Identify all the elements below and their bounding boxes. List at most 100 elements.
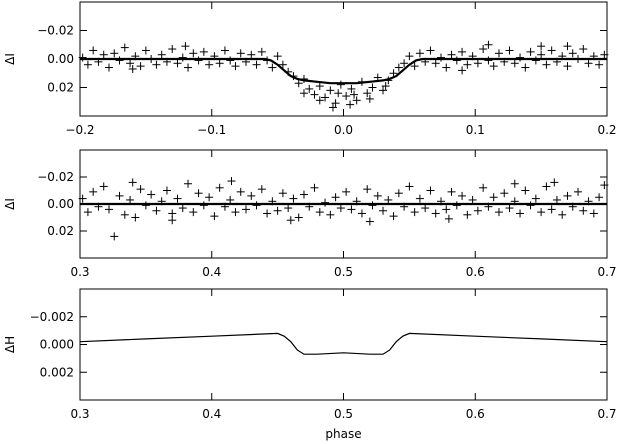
data-point xyxy=(600,50,609,59)
data-point xyxy=(210,212,219,221)
y-tick-label: −0.02 xyxy=(37,170,74,184)
data-point xyxy=(286,216,295,225)
data-point xyxy=(531,56,540,65)
y-tick-label: 0.002 xyxy=(40,365,74,379)
data-point xyxy=(537,50,546,59)
data-point xyxy=(473,59,482,68)
data-point xyxy=(220,46,229,55)
data-point xyxy=(205,60,214,69)
data-point xyxy=(589,209,598,218)
data-point xyxy=(115,56,124,65)
data-point xyxy=(231,208,240,217)
data-point xyxy=(379,206,388,215)
data-point xyxy=(215,183,224,192)
data-point xyxy=(147,190,156,199)
data-point xyxy=(568,49,577,58)
data-point xyxy=(227,177,236,186)
data-point xyxy=(326,210,335,219)
data-point xyxy=(352,96,361,105)
data-point xyxy=(299,89,308,98)
data-point xyxy=(273,206,282,215)
data-point xyxy=(479,183,488,192)
data-point xyxy=(595,60,604,69)
data-point xyxy=(247,191,256,200)
panel-bottom-xlabel: phase xyxy=(325,427,361,441)
data-point xyxy=(310,183,319,192)
data-point xyxy=(128,64,137,73)
data-point xyxy=(458,191,467,200)
data-point xyxy=(78,194,87,203)
data-point xyxy=(473,206,482,215)
data-point xyxy=(136,62,145,71)
data-point xyxy=(550,178,559,187)
model-curve xyxy=(80,57,607,85)
data-point xyxy=(141,46,150,55)
data-point xyxy=(489,193,498,202)
data-point xyxy=(357,209,366,218)
data-point xyxy=(315,96,324,105)
data-point xyxy=(389,212,398,221)
data-point xyxy=(299,190,308,199)
data-point xyxy=(363,185,372,194)
panel-middle-ylabel: ΔI xyxy=(3,198,17,210)
data-point xyxy=(83,60,92,69)
data-point xyxy=(350,90,359,99)
data-point xyxy=(126,59,135,68)
data-point xyxy=(405,52,414,61)
data-point xyxy=(104,63,113,72)
data-point xyxy=(289,194,298,203)
data-point xyxy=(368,83,377,92)
data-point xyxy=(99,50,108,59)
data-point xyxy=(526,47,535,56)
data-point xyxy=(273,52,282,61)
data-point xyxy=(547,205,556,214)
data-point xyxy=(521,63,530,72)
data-point xyxy=(489,62,498,71)
data-point xyxy=(394,63,403,72)
data-point xyxy=(231,62,240,71)
y-tick-label: 0.02 xyxy=(47,81,74,95)
data-point xyxy=(328,103,337,112)
x-tick-label: −0.2 xyxy=(65,123,94,137)
data-point xyxy=(579,206,588,215)
data-point xyxy=(463,210,472,219)
data-point xyxy=(452,56,461,65)
data-point xyxy=(542,60,551,69)
data-point xyxy=(510,179,519,188)
data-point xyxy=(494,49,503,58)
data-point xyxy=(184,179,193,188)
data-point xyxy=(236,187,245,196)
data-point xyxy=(563,191,572,200)
data-point xyxy=(157,50,166,59)
data-point xyxy=(199,47,208,56)
data-point xyxy=(426,186,435,195)
data-point xyxy=(173,59,182,68)
x-tick-label: 0.4 xyxy=(202,265,221,279)
data-point xyxy=(120,210,129,219)
data-point xyxy=(178,53,187,62)
data-point xyxy=(278,189,287,198)
data-point xyxy=(431,59,440,68)
data-point xyxy=(321,198,330,207)
x-tick-label: 0.5 xyxy=(334,407,353,421)
x-tick-label: 0.7 xyxy=(597,265,616,279)
data-point xyxy=(505,204,514,213)
data-point xyxy=(78,53,87,62)
data-point xyxy=(468,195,477,204)
data-point xyxy=(128,178,137,187)
data-point xyxy=(563,62,572,71)
data-point xyxy=(115,191,124,200)
data-point xyxy=(479,45,488,54)
data-point xyxy=(463,60,472,69)
x-tick-label: 0.5 xyxy=(334,265,353,279)
data-point xyxy=(342,92,351,101)
data-point xyxy=(99,182,108,191)
data-point xyxy=(331,193,340,202)
data-point xyxy=(162,186,171,195)
data-point xyxy=(326,86,335,95)
y-tick-label: −0.02 xyxy=(37,24,74,38)
data-point xyxy=(120,43,129,52)
data-point xyxy=(131,213,140,222)
data-point xyxy=(444,214,453,223)
data-point xyxy=(365,217,374,226)
